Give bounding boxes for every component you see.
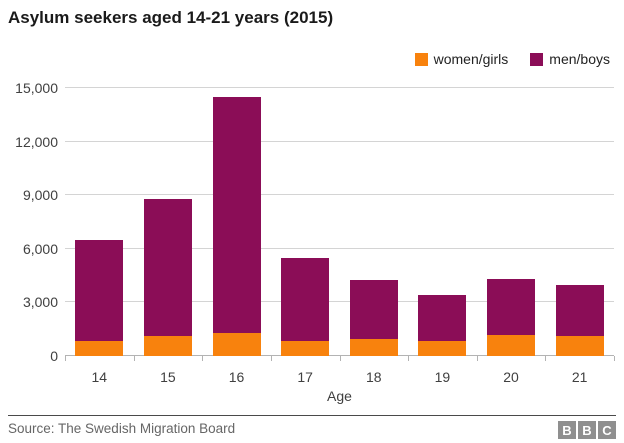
bar-age-17 xyxy=(281,257,330,356)
legend-item-men: men/boys xyxy=(530,51,610,67)
x-axis-baseline xyxy=(65,355,614,356)
x-axis-tick xyxy=(614,356,615,361)
x-tick-label: 14 xyxy=(91,369,108,385)
gridline xyxy=(65,87,614,88)
gridline xyxy=(65,301,614,303)
legend-item-women: women/girls xyxy=(414,51,509,67)
x-tick-label: 18 xyxy=(366,369,382,385)
gridline xyxy=(65,140,614,142)
legend: women/girls men/boys xyxy=(414,51,610,67)
x-axis-title: Age xyxy=(327,388,352,404)
bbc-logo-letter: B xyxy=(578,421,596,439)
bbc-logo: B B C xyxy=(558,421,616,439)
bar-age-15 xyxy=(143,198,192,356)
legend-label-women: women/girls xyxy=(433,51,509,67)
bar-age-21 xyxy=(555,284,604,356)
x-axis-tick xyxy=(545,356,547,361)
y-tick-label: 12,000 xyxy=(15,133,58,150)
women-swatch-icon xyxy=(414,52,428,66)
bar-segment-men-boys xyxy=(212,96,261,333)
footer-divider xyxy=(8,415,616,416)
x-axis-tick xyxy=(202,356,204,361)
x-tick-label: 17 xyxy=(297,369,313,385)
x-tick-label: 16 xyxy=(228,369,245,385)
y-tick-label: 15,000 xyxy=(15,80,58,96)
bar-segment-men-boys xyxy=(418,295,467,341)
bar-segment-men-boys xyxy=(487,279,536,335)
bar-age-18 xyxy=(349,280,398,356)
y-tick-label: 6,000 xyxy=(22,240,58,257)
bar-segment-men-boys xyxy=(281,257,330,341)
gridline xyxy=(65,247,614,249)
bar-segment-women-girls xyxy=(212,332,261,356)
x-axis-tick xyxy=(339,356,341,361)
bar-segment-men-boys xyxy=(349,280,398,340)
y-tick-label: 3,000 xyxy=(22,294,58,311)
x-tick-label: 19 xyxy=(434,369,451,385)
men-swatch-icon xyxy=(530,52,544,66)
chart-title: Asylum seekers aged 14-21 years (2015) xyxy=(8,8,334,27)
x-axis-tick xyxy=(65,356,66,361)
gridline xyxy=(65,194,614,196)
bbc-logo-letter: C xyxy=(598,421,616,439)
bar-segment-women-girls xyxy=(143,336,192,356)
y-tick-label: 9,000 xyxy=(22,187,58,204)
bar-segment-women-girls xyxy=(487,334,536,356)
bar-segment-women-girls xyxy=(349,339,398,356)
x-axis-tick xyxy=(270,356,272,361)
x-tick-label: 20 xyxy=(503,369,519,385)
y-tick-label: 0 xyxy=(50,348,58,364)
x-axis-tick xyxy=(408,356,410,361)
x-axis-tick xyxy=(133,356,135,361)
x-tick-label: 15 xyxy=(160,369,176,385)
bar-segment-men-boys xyxy=(75,239,124,341)
bar-segment-women-girls xyxy=(555,336,604,356)
x-tick-label: 21 xyxy=(571,369,588,385)
bar-segment-men-boys xyxy=(143,198,192,337)
bar-segment-women-girls xyxy=(75,340,124,356)
bar-age-20 xyxy=(487,279,536,356)
bar-age-16 xyxy=(212,96,261,356)
plot-area xyxy=(65,87,614,356)
source-caption: Source: The Swedish Migration Board xyxy=(8,421,236,436)
bbc-logo-letter: B xyxy=(558,421,576,439)
bar-age-19 xyxy=(418,295,467,356)
bar-segment-women-girls xyxy=(281,340,330,356)
bar-segment-women-girls xyxy=(418,340,467,356)
bar-segment-men-boys xyxy=(555,284,604,337)
legend-label-men: men/boys xyxy=(549,51,610,67)
x-axis-tick xyxy=(476,356,478,361)
bar-age-14 xyxy=(75,239,124,356)
